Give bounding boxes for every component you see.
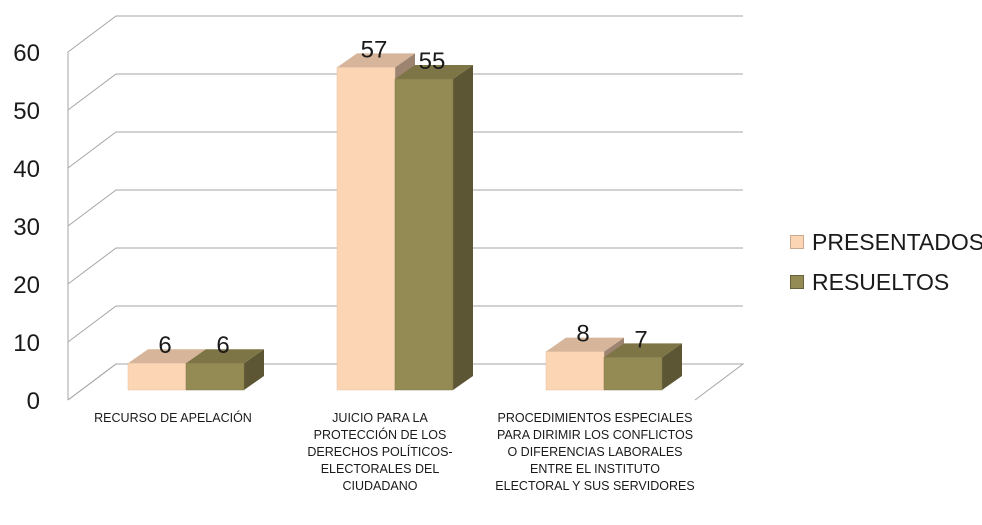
gridline [67, 247, 743, 285]
y-tick-label: 10 [13, 330, 40, 357]
legend-item-resueltos: RESUELTOS [790, 262, 982, 302]
bar-top [604, 343, 682, 358]
legend: PRESENTADOS RESUELTOS [790, 222, 982, 302]
bar-top [128, 349, 206, 364]
category-label-juicio: JUICIO PARA LA PROTECCIÓN DE LOS DERECHO… [307, 411, 453, 493]
legend-label-resueltos: RESUELTOS [812, 268, 950, 295]
bar-top [395, 65, 473, 79]
y-tick-label: 50 [13, 98, 40, 125]
bar-side [662, 343, 682, 390]
category-label-recurso: RECURSO DE APELACIÓN [94, 411, 252, 425]
bar-top [186, 349, 264, 364]
y-tick-label: 40 [13, 156, 40, 183]
data-label: 6 [216, 332, 229, 359]
bar-resueltos-0 [185, 362, 245, 391]
data-label: 7 [634, 326, 647, 353]
bar-side [453, 65, 473, 390]
gridline [67, 15, 743, 53]
y-tick-label: 20 [13, 272, 40, 299]
gridline [67, 305, 743, 343]
data-label: 8 [576, 321, 589, 348]
bar-top [546, 337, 624, 352]
bar-presentados-2 [545, 351, 605, 391]
category-label-procedimientos: PROCEDIMIENTOS ESPECIALES PARA DIRIMIR L… [495, 411, 695, 493]
bar-top [337, 53, 415, 68]
legend-swatch-resueltos [790, 275, 804, 289]
gridline [67, 131, 743, 169]
data-label: 57 [361, 36, 388, 63]
gridline [67, 189, 743, 227]
y-tick-label: 30 [13, 214, 40, 241]
bar-resueltos-1 [394, 78, 454, 391]
bar-resueltos-2 [603, 357, 663, 391]
gridline [67, 73, 743, 111]
legend-label-presentados: PRESENTADOS [812, 228, 982, 255]
y-tick-label: 0 [27, 388, 40, 415]
data-label: 6 [158, 332, 171, 359]
y-tick-label: 60 [13, 40, 40, 67]
data-label: 55 [419, 48, 446, 75]
legend-swatch-presentados [790, 235, 804, 249]
bar-side [244, 349, 264, 390]
legend-item-presentados: PRESENTADOS [790, 222, 982, 262]
gridline [67, 363, 743, 401]
bar-presentados-1 [336, 67, 396, 391]
bar-presentados-0 [127, 362, 187, 391]
